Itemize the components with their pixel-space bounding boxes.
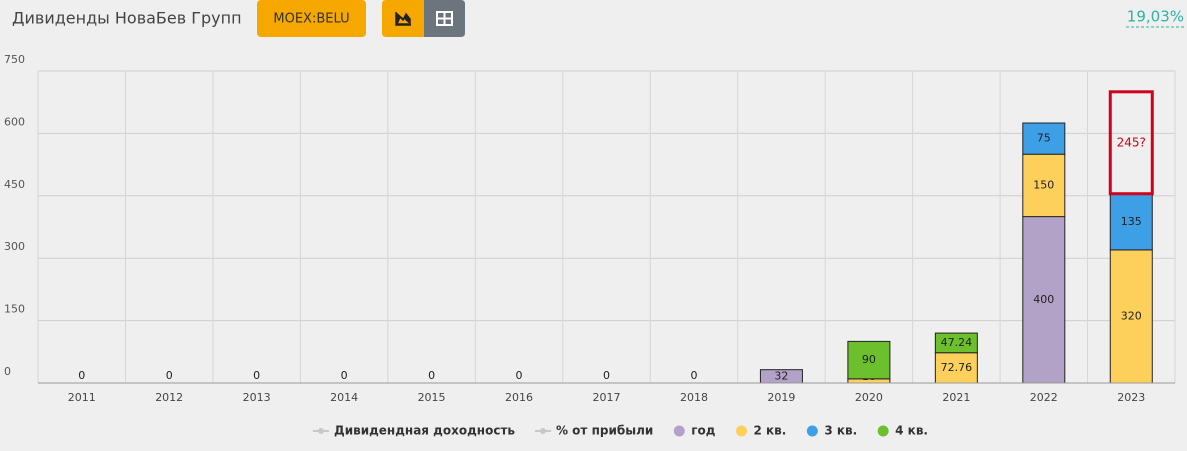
x-tick-label: 2023: [1117, 391, 1145, 404]
legend-label: 2 кв.: [754, 424, 787, 438]
ticker-label: MOEX:BELU: [273, 12, 349, 27]
legend-label: 4 кв.: [895, 424, 928, 438]
x-tick-label: 2013: [243, 391, 271, 404]
x-tick-label: 2020: [855, 391, 883, 404]
view-toggle: [382, 0, 465, 37]
x-tick-label: 2016: [505, 391, 533, 404]
chart-icon: [395, 12, 411, 26]
bar-segment: [1022, 122, 1066, 155]
data-label: 90: [862, 353, 876, 366]
data-label: 400: [1033, 293, 1054, 306]
x-tick-label: 2012: [155, 391, 183, 404]
data-label: 0: [166, 369, 173, 382]
data-label: 0: [603, 369, 610, 382]
legend-label: Дивидендная доходность: [334, 424, 515, 438]
data-label: 0: [341, 369, 348, 382]
legend-marker: [877, 425, 889, 437]
x-tick-label: 2014: [330, 391, 358, 404]
legend-item[interactable]: % от прибыли: [534, 424, 653, 438]
x-tick-label: 2017: [593, 391, 621, 404]
forecast-label: 245?: [1117, 135, 1146, 149]
legend-marker: [736, 425, 747, 437]
y-tick-label: 150: [4, 303, 25, 316]
legend-label: % от прибыли: [556, 424, 653, 438]
legend-item[interactable]: 3 кв.: [806, 424, 857, 438]
data-label: 72.76: [941, 361, 973, 374]
bar-segment: [1022, 153, 1066, 218]
y-tick-label: 750: [4, 53, 25, 66]
legend-label: год: [691, 424, 716, 438]
bar-segment: [847, 340, 891, 380]
x-tick-label: 2011: [68, 391, 96, 404]
dividend-yield[interactable]: 19,03%: [1127, 8, 1184, 26]
legend-marker: [539, 428, 546, 434]
legend-marker: [806, 425, 818, 437]
y-tick-label: 0: [4, 365, 11, 378]
legend-marker: [318, 428, 324, 434]
data-label: 135: [1121, 215, 1142, 228]
data-label: 0: [690, 369, 697, 382]
bar-segment: [1022, 216, 1066, 384]
x-tick-label: 2015: [418, 391, 446, 404]
x-tick-label: 2021: [942, 391, 970, 404]
table-icon-lines: [437, 12, 452, 25]
bar-segment: [934, 332, 978, 354]
ticker-button[interactable]: [257, 0, 366, 37]
data-label: 0: [78, 369, 85, 382]
x-tick-label: 2019: [767, 391, 795, 404]
legend-item[interactable]: 4 кв.: [877, 424, 928, 438]
data-label: 0: [428, 369, 435, 382]
legend-marker: [673, 425, 685, 437]
forecast-box: [1108, 90, 1154, 196]
data-label: 320: [1121, 309, 1142, 322]
data-label: 0: [253, 369, 260, 382]
x-tick-label: 2022: [1030, 391, 1058, 404]
data-label: 0: [516, 369, 523, 382]
page-title: Дивиденды НоваБев Групп: [12, 9, 242, 28]
legend-item[interactable]: 2 кв.: [736, 424, 786, 438]
data-label: 47.24: [941, 336, 973, 349]
y-tick-label: 600: [4, 115, 25, 128]
legend-item[interactable]: Дивидендная доходность: [313, 424, 515, 438]
legend-label: 3 кв.: [824, 424, 857, 438]
data-label: 75: [1037, 132, 1051, 145]
data-label: 32: [774, 369, 788, 382]
y-tick-label: 450: [4, 178, 25, 191]
bar-segment: [1109, 249, 1153, 384]
legend-item[interactable]: год: [673, 424, 716, 438]
x-tick-label: 2018: [680, 391, 708, 404]
y-tick-label: 300: [4, 240, 25, 253]
data-label: 150: [1033, 178, 1054, 191]
